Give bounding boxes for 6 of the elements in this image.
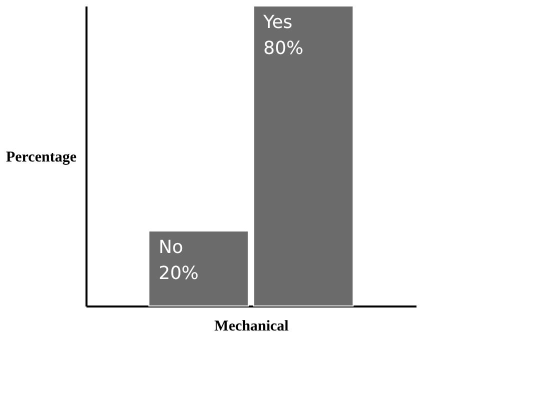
x-tick-label: No xyxy=(158,237,184,258)
x-axis-title: Mechanical xyxy=(214,318,289,334)
x-tick-label: Yes xyxy=(262,12,292,33)
data-label: 20% xyxy=(158,263,199,284)
data-label: 80% xyxy=(263,38,304,59)
y-axis-title: Percentage xyxy=(6,150,77,166)
